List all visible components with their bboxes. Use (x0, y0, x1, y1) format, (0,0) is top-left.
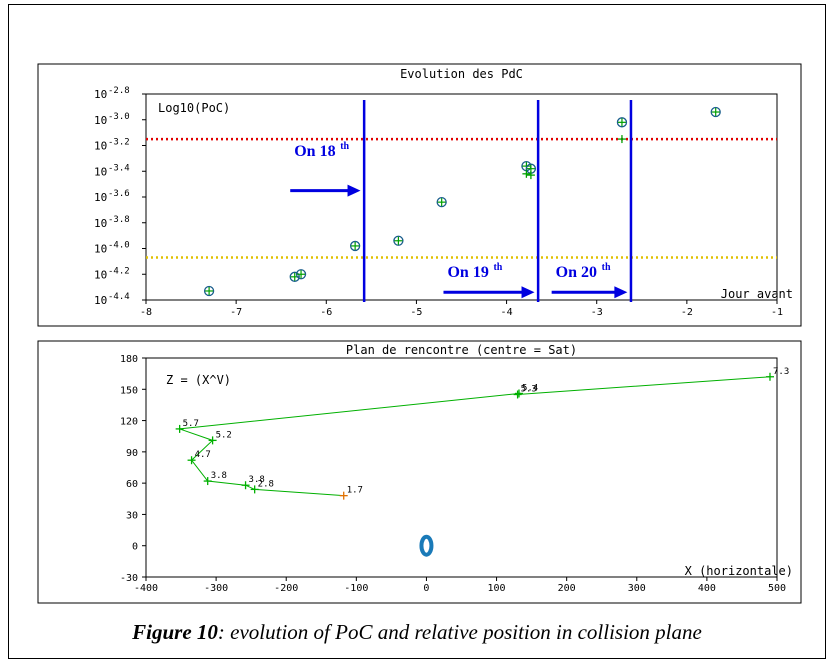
chart1-y-tick-exp: -3.2 (108, 138, 130, 148)
chart1-x-tick-label: -3 (591, 307, 603, 318)
chart1-y-tick-base: 10 (94, 165, 107, 178)
chart1-y-tick-base: 10 (94, 294, 107, 307)
chart1-point-circle (710, 106, 721, 118)
chart2-point-label: 3.8 (211, 471, 227, 481)
chart1-x-tick-label: -8 (140, 307, 152, 318)
chart2-x-tick-label: -400 (134, 583, 158, 594)
chart1-x-tick-label: -1 (771, 307, 783, 318)
chart2-point-label: 7.3 (773, 367, 789, 377)
chart2-plot-area (145, 357, 778, 578)
arrow-head-2 (521, 286, 535, 299)
chart2-point-label: 5.2 (216, 430, 232, 440)
chart2-x-tick-label: -200 (274, 583, 298, 594)
chart2-x-tick-label: 500 (768, 583, 786, 594)
chart1-y-tick-base: 10 (94, 268, 107, 281)
chart2-track-line (179, 376, 771, 497)
chart2-x-tick-label: -100 (344, 583, 368, 594)
chart1-y-tick-exp: -2.8 (108, 86, 130, 96)
caption-text: : evolution of PoC and relative position… (217, 620, 702, 644)
chart2-ylabel: Z = (X^V) (166, 373, 231, 387)
chart1-x-tick-label: -2 (681, 307, 693, 318)
chart1-x-tick-label: -4 (501, 307, 513, 318)
chart2-point-label: 5.3 (521, 385, 537, 395)
chart2-point-label: 5.7 (183, 419, 199, 429)
chart1-xlabel: Jour avant (721, 287, 793, 301)
chart2-xlabel: X (horizontale) (685, 564, 793, 578)
chart2-point-label: 1.7 (347, 486, 363, 496)
chart1-point-circle (349, 240, 361, 252)
chart2-point-label: 2.8 (258, 479, 274, 489)
chart2-point-label: 4.7 (195, 450, 211, 460)
chart1-ylabel: Log10(PoC) (158, 101, 230, 115)
chart1-y-tick-exp: -4.4 (108, 292, 130, 302)
chart2-y-tick-label: 90 (126, 448, 138, 459)
chart2-point-label: 5.4 (522, 383, 538, 393)
chart1-point-circle (616, 117, 628, 128)
chart2-x-tick-label: 200 (558, 583, 576, 594)
chart1-x-tick-label: -5 (410, 307, 422, 318)
chart1-point-circle (289, 271, 300, 282)
chart1-y-tick-base: 10 (94, 140, 107, 153)
chart1-point-circle (203, 285, 215, 297)
chart2-outer-box (37, 340, 802, 604)
chart1-y-tick-exp: -3.8 (108, 215, 130, 225)
chart2-x-tick-label: 0 (423, 583, 429, 594)
chart2-x-tick-label: 100 (488, 583, 506, 594)
chart2-x-tick-label: -300 (204, 583, 228, 594)
chart1-outer-box (37, 63, 802, 327)
chart1-y-tick-base: 10 (94, 114, 107, 127)
chart1-y-tick-base: 10 (94, 88, 107, 101)
chart1-y-tick-exp: -3.4 (108, 163, 130, 173)
figure-caption: Figure 10: evolution of PoC and relative… (0, 620, 834, 645)
figure-frame (8, 4, 826, 659)
chart1-point-circle (393, 235, 404, 246)
annotation-sup-1: th (340, 141, 349, 152)
chart1-y-tick-exp: -3.0 (108, 112, 130, 122)
chart2-y-tick-label: 0 (132, 542, 138, 553)
chart2-title: Plan de rencontre (centre = Sat) (346, 343, 577, 357)
chart1-y-tick-base: 10 (94, 243, 107, 256)
chart2-y-tick-label: 180 (120, 354, 138, 365)
satellite-marker (419, 534, 434, 557)
chart2-point-label: 3.8 (249, 475, 265, 485)
chart1-y-tick-base: 10 (94, 217, 107, 230)
chart1-y-tick-exp: -4.2 (108, 266, 130, 276)
chart2-y-tick-label: -30 (120, 573, 138, 584)
chart1-y-tick-exp: -3.6 (108, 189, 130, 199)
chart2-x-tick-label: 300 (628, 583, 646, 594)
annotation-label-1: On 18 (294, 143, 335, 160)
chart1-point-circle (436, 196, 447, 208)
annotation-label-2: On 19 (447, 264, 488, 281)
annotation-sup-3: th (602, 262, 611, 273)
chart1-y-tick-base: 10 (94, 191, 107, 204)
chart1-point-circle (295, 269, 307, 280)
chart1-x-tick-label: -7 (230, 307, 242, 318)
annotation-sup-2: th (493, 262, 502, 273)
chart1-x-tick-label: -6 (320, 307, 332, 318)
chart2-y-tick-label: 150 (120, 385, 138, 396)
chart2-y-tick-label: 120 (120, 417, 138, 428)
chart2-y-tick-label: 30 (126, 510, 138, 521)
chart2-y-tick-label: 60 (126, 479, 138, 490)
chart2-x-tick-label: 400 (698, 583, 716, 594)
figure-label: Figure 10 (132, 620, 218, 644)
chart1-title: Evolution des PdC (400, 67, 523, 81)
arrow-head-1 (347, 184, 361, 197)
arrow-head-3 (614, 286, 628, 299)
annotation-label-3: On 20 (556, 264, 597, 281)
chart1-y-tick-exp: -4.0 (108, 241, 130, 251)
